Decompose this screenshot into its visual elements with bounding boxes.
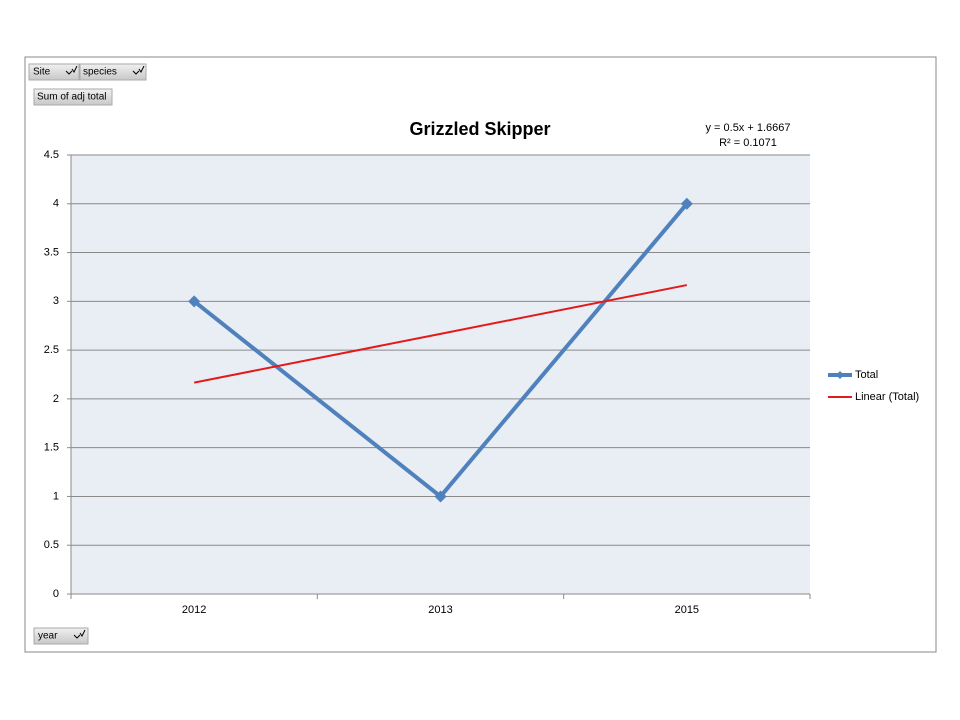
y-tick-label: 0 [53,588,59,600]
button-bg [79,63,147,81]
button-label: Sum of adj total [37,92,106,103]
dropdown-icon [65,65,78,75]
button-bg [33,88,113,106]
filter-button[interactable]: Site [28,63,80,81]
y-tick-label: 0.5 [44,539,59,551]
chart-title: Grizzled Skipper [409,119,550,139]
series-line [193,284,688,384]
y-tick-label: 3.5 [44,246,59,258]
axis-button[interactable]: year [33,627,89,645]
r-squared: R² = 0.1071 [719,137,777,149]
values-button[interactable]: Sum of adj total [33,88,113,106]
x-tick-label: 2012 [182,604,206,616]
y-tick-label: 1.5 [44,442,59,454]
marker [188,295,201,308]
button-label: year [38,631,58,642]
y-tick-label: 4 [53,198,59,210]
y-tick-label: 4.5 [44,149,59,161]
trendline-equation: y = 0.5x + 1.6667 [705,122,790,134]
y-tick-label: 2.5 [44,344,59,356]
x-tick-label: 2015 [675,604,699,616]
x-tick-label: 2013 [428,604,452,616]
marker [434,490,447,503]
filter-button[interactable]: species [79,63,147,81]
button-label: species [83,67,117,78]
y-tick-label: 1 [53,490,59,502]
dropdown-icon [132,65,145,75]
button-bg [33,627,89,645]
legend-label: Linear (Total) [855,391,919,403]
button-label: Site [33,67,51,78]
y-tick-label: 2 [53,393,59,405]
plot-area [71,155,810,594]
marker [680,197,693,210]
y-tick-label: 3 [53,295,59,307]
button-bg [28,63,80,81]
dropdown-icon [73,629,86,639]
legend-label: Total [855,369,878,381]
legend-marker [836,371,844,379]
